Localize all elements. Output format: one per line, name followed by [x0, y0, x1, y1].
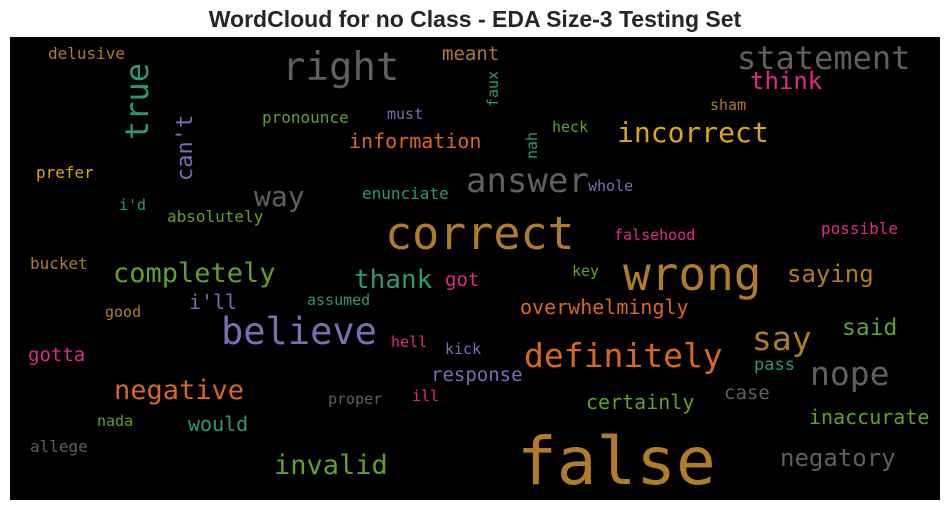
word-answer: answer: [466, 161, 589, 201]
word-key: key: [572, 262, 600, 280]
word-whole: whole: [588, 177, 634, 195]
word-nada: nada: [97, 412, 134, 430]
word-prefer: prefer: [36, 163, 94, 182]
word-wrong: wrong: [623, 247, 762, 301]
word-overwhelmingly: overwhelmingly: [520, 295, 689, 319]
word-meant: meant: [442, 43, 500, 65]
word-nope: nope: [810, 354, 890, 393]
word-negative: negative: [114, 375, 245, 406]
word-ill: i'll: [189, 290, 238, 314]
word-sham: sham: [710, 96, 747, 114]
word-falsehood: falsehood: [614, 226, 696, 244]
word-assumed: assumed: [307, 291, 371, 309]
word-think: think: [750, 67, 823, 95]
word-enunciate: enunciate: [362, 184, 449, 203]
word-id: i'd: [119, 196, 147, 214]
word-certainly: certainly: [586, 390, 695, 414]
word-got: got: [445, 269, 480, 291]
word-proper: proper: [328, 390, 383, 408]
word-said: said: [842, 315, 898, 341]
word-bucket: bucket: [30, 254, 88, 273]
word-pass: pass: [754, 355, 795, 375]
word-cloud: false wrong correct believe right statem…: [10, 37, 940, 500]
word-correct: correct: [385, 207, 575, 260]
word-negatory: negatory: [780, 444, 896, 472]
word-right: right: [282, 45, 400, 90]
word-possible: possible: [821, 219, 899, 238]
word-say: say: [752, 319, 812, 358]
word-nah: nah: [523, 131, 541, 159]
word-invalid: invalid: [274, 450, 388, 481]
word-faux: faux: [484, 70, 502, 107]
word-saying: saying: [787, 260, 874, 288]
word-definitely: definitely: [524, 336, 723, 375]
word-thank: thank: [354, 265, 433, 295]
word-case: case: [724, 382, 770, 404]
word-allege: allege: [30, 437, 88, 456]
word-hell: hell: [391, 333, 428, 351]
word-believe: believe: [221, 310, 377, 353]
word-kick: kick: [445, 340, 482, 358]
word-good: good: [105, 303, 142, 321]
word-response: response: [431, 364, 523, 386]
word-ill2: ill: [412, 387, 440, 405]
chart-title: WordCloud for no Class - EDA Size-3 Test…: [208, 6, 742, 32]
word-cant: can't: [173, 114, 198, 181]
word-true: true: [118, 62, 156, 140]
word-inaccurate: inaccurate: [809, 405, 930, 429]
word-incorrect: incorrect: [617, 116, 769, 149]
word-must: must: [387, 105, 424, 123]
word-way: way: [254, 180, 305, 213]
word-heck: heck: [552, 118, 589, 136]
word-statement: statement: [737, 39, 911, 77]
word-completely: completely: [113, 258, 276, 289]
word-gotta: gotta: [28, 344, 86, 366]
word-information: information: [349, 129, 482, 153]
word-delusive: delusive: [48, 44, 126, 63]
word-would: would: [188, 412, 249, 436]
word-pronounce: pronounce: [262, 108, 349, 127]
word-false: false: [517, 423, 716, 500]
word-absolutely: absolutely: [167, 207, 264, 226]
